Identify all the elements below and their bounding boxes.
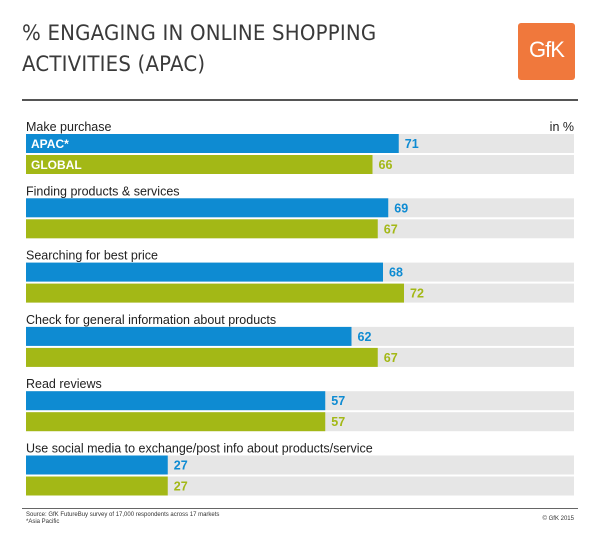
value-label: 67	[384, 351, 398, 365]
apac-bar	[26, 391, 326, 411]
source-note: Source: GfK FutureBuy survey of 17,000 r…	[26, 512, 219, 526]
source-text: Source: GfK FutureBuy survey of 17,000 r…	[26, 512, 220, 518]
value-label: 27	[174, 459, 188, 473]
gfk-logo-text: GfK	[529, 37, 565, 62]
chart-title: % ENGAGING IN ONLINE SHOPPING ACTIVITIES…	[22, 18, 454, 80]
category-label: Check for general information about prod…	[26, 313, 276, 327]
apac-bar	[26, 262, 383, 282]
apac-bar	[26, 134, 399, 153]
value-label: 69	[394, 201, 408, 215]
series-label: GLOBAL	[31, 158, 82, 172]
footer-divider	[22, 508, 578, 509]
unit-label: in %	[549, 120, 574, 134]
gfk-logo: GfK	[518, 23, 575, 80]
copyright-text: © GfK 2015	[542, 516, 574, 522]
category-label: Finding products & services	[26, 184, 180, 198]
value-label: 66	[379, 158, 393, 172]
apac-bar	[26, 326, 352, 346]
global-bar	[26, 155, 373, 174]
value-label: 27	[174, 480, 188, 494]
global-bar	[26, 283, 404, 303]
global-bar	[26, 476, 168, 496]
header-divider	[22, 99, 578, 101]
series-label: APAC*	[31, 137, 69, 151]
category-label: Searching for best price	[26, 249, 158, 263]
apac-bar	[26, 455, 168, 475]
global-bar	[26, 347, 378, 367]
chart-title-line-2: ACTIVITIES (APAC)	[22, 52, 206, 77]
value-label: 67	[384, 222, 398, 236]
value-label: 62	[358, 330, 372, 344]
value-label: 57	[331, 415, 345, 429]
global-bar	[26, 219, 378, 239]
chart-title-line-1: % ENGAGING IN ONLINE SHOPPING	[22, 21, 377, 46]
value-label: 68	[389, 266, 403, 280]
apac-bar	[26, 198, 389, 218]
category-label: Read reviews	[26, 377, 102, 391]
category-label: Make purchase	[26, 120, 112, 134]
category-label: Use social media to exchange/post info a…	[26, 442, 373, 456]
value-label: 57	[331, 394, 345, 408]
value-label: 71	[405, 137, 419, 151]
global-bar	[26, 412, 326, 432]
value-label: 72	[410, 287, 424, 301]
footnote-text: *Asia Pacific	[26, 519, 60, 525]
